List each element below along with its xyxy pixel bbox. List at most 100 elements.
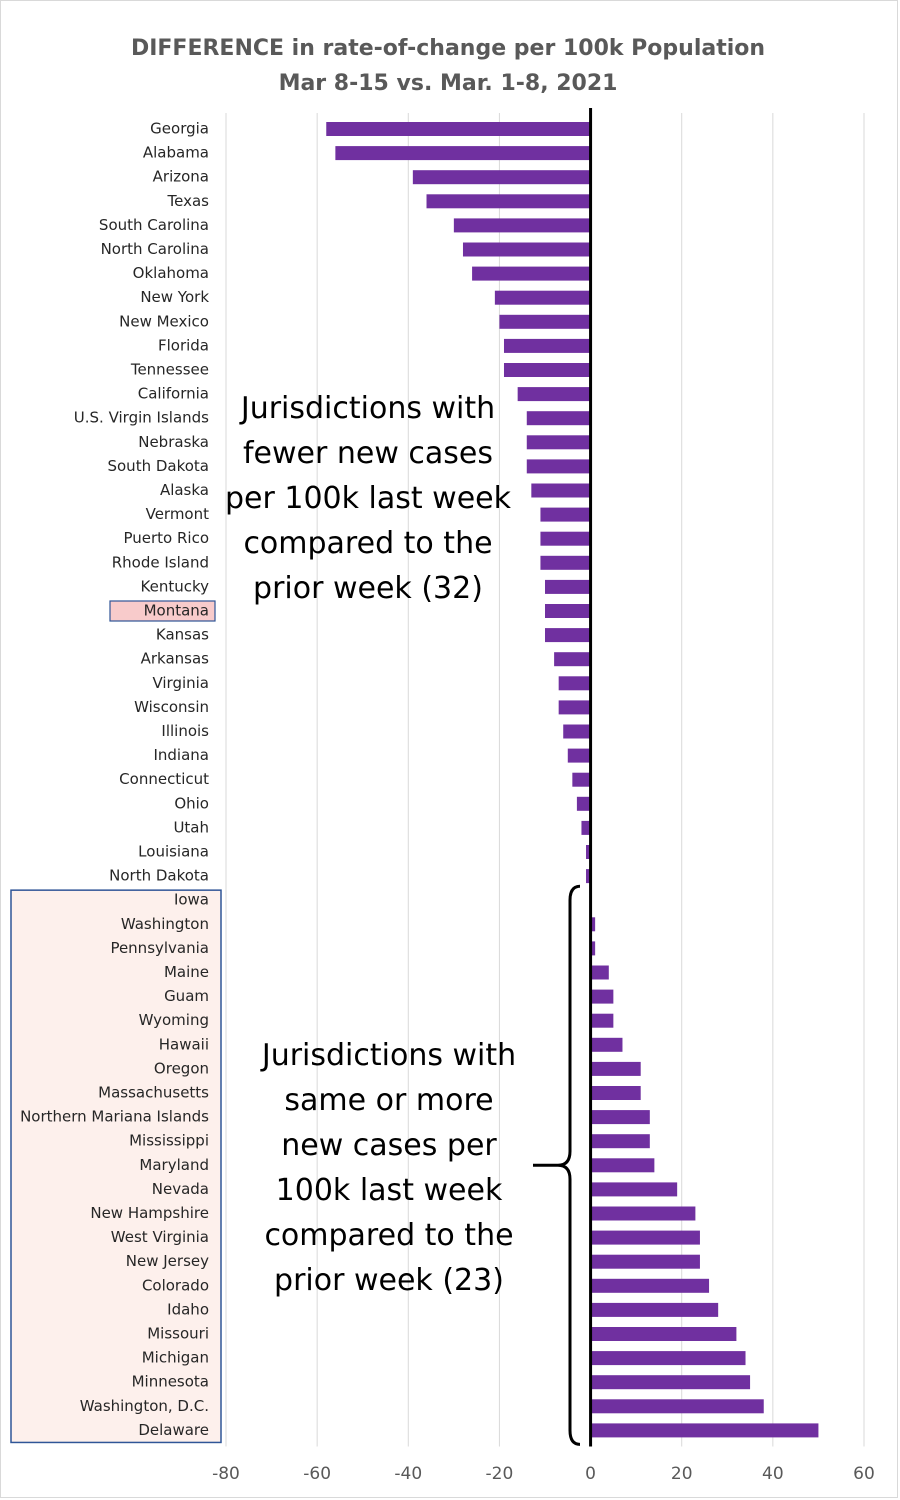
annotation-line: per 100k last week [225, 481, 512, 516]
category-label: Georgia [150, 120, 209, 138]
category-label: Oregon [154, 1059, 209, 1077]
category-label: Connecticut [119, 770, 209, 788]
category-label: Wyoming [139, 1011, 209, 1029]
brace-path [557, 884, 581, 1446]
bar [462, 242, 591, 257]
bar [545, 604, 591, 618]
bar [558, 676, 591, 691]
bar [586, 845, 591, 859]
annotation-line: Jurisdictions with [239, 391, 495, 426]
category-label: Washington [121, 915, 209, 933]
category-label: Nebraska [138, 433, 209, 451]
category-label: Pennsylvania [110, 939, 209, 957]
bar [590, 1302, 719, 1317]
category-label: Vermont [146, 505, 210, 523]
bar [540, 531, 591, 546]
x-tick-label: 60 [853, 1464, 875, 1484]
category-label: Louisiana [138, 843, 209, 861]
bar [590, 1399, 764, 1414]
bar [494, 290, 591, 305]
bar [526, 411, 591, 426]
category-label: South Dakota [107, 457, 209, 475]
annotation-line: fewer new cases [243, 436, 493, 471]
annotation-line: prior week (23) [274, 1263, 504, 1298]
bar [590, 941, 596, 956]
category-label: Missouri [147, 1325, 209, 1343]
category-label: North Dakota [109, 867, 209, 885]
bar [572, 772, 591, 787]
category-label: Wisconsin [134, 698, 209, 716]
category-label: Northern Mariana Islands [20, 1108, 209, 1126]
bar [472, 266, 591, 281]
bar [453, 218, 591, 233]
bar [581, 820, 591, 835]
bar [590, 1158, 655, 1173]
category-label: New Hampshire [90, 1204, 209, 1222]
group-brace [533, 884, 581, 1446]
annotation-line: Jurisdictions with [260, 1038, 516, 1073]
annotation-line: prior week (32) [253, 571, 483, 606]
annotations: Jurisdictions with fewer new cases per 100… [225, 391, 516, 1298]
bar [590, 1351, 746, 1366]
bar [531, 483, 591, 498]
bar [517, 387, 591, 402]
bar [590, 1061, 641, 1076]
bar [590, 1182, 678, 1197]
x-tick-label: -80 [212, 1464, 240, 1484]
bar [590, 1423, 819, 1438]
bar [590, 1013, 614, 1028]
bar [590, 1086, 641, 1100]
bar [590, 1037, 623, 1052]
bar [586, 869, 591, 884]
x-tick-label: 40 [762, 1464, 784, 1484]
category-label: Alaska [160, 481, 209, 499]
bar [545, 628, 591, 643]
category-label: Ohio [174, 794, 209, 812]
bar [590, 1254, 700, 1269]
category-label: Mississippi [129, 1132, 209, 1150]
category-label: Colorado [142, 1276, 209, 1294]
category-label: Guam [164, 987, 209, 1005]
category-label: Rhode Island [112, 553, 209, 571]
bar [576, 796, 591, 811]
bar [503, 363, 591, 377]
category-label: Delaware [138, 1421, 209, 1439]
category-label: Arizona [153, 168, 209, 186]
category-label: Minnesota [132, 1373, 209, 1391]
annotation-line: compared to the [264, 1218, 513, 1253]
bar [545, 579, 591, 594]
category-label: Oklahoma [133, 264, 209, 282]
category-label: Tennessee [130, 361, 209, 379]
category-label: Arkansas [141, 650, 210, 668]
category-label: Nevada [152, 1180, 209, 1198]
bar [503, 338, 591, 353]
category-label: Utah [173, 818, 209, 836]
grid-lines [225, 112, 865, 1447]
category-label: Iowa [174, 891, 209, 909]
category-label: Florida [158, 336, 209, 354]
x-tick-label: -40 [394, 1464, 422, 1484]
bar [554, 652, 591, 667]
x-tick-label: -60 [303, 1464, 331, 1484]
bar [540, 555, 591, 570]
bar [590, 1134, 650, 1149]
category-label: Maryland [139, 1156, 209, 1174]
annotation-line: 100k last week [276, 1173, 503, 1208]
category-labels: Georgia Alabama Arizona Texas South Carolina… [20, 120, 209, 1439]
bar [590, 1206, 696, 1221]
x-tick-label: -20 [486, 1464, 514, 1484]
category-label: California [138, 385, 209, 403]
category-label: New York [140, 288, 209, 306]
bar [326, 122, 591, 136]
category-label: Idaho [167, 1300, 209, 1318]
category-label: Massachusetts [98, 1084, 209, 1102]
bar [563, 724, 591, 739]
category-label: Washington, D.C. [80, 1397, 209, 1415]
bar [567, 748, 591, 763]
category-label: Texas [167, 192, 210, 210]
category-label: Alabama [143, 144, 209, 162]
chart-subtitle: Mar 8-15 vs. Mar. 1-8, 2021 [279, 71, 618, 96]
highlight-boxes [10, 600, 222, 1444]
category-label: U.S. Virgin Islands [74, 409, 209, 427]
